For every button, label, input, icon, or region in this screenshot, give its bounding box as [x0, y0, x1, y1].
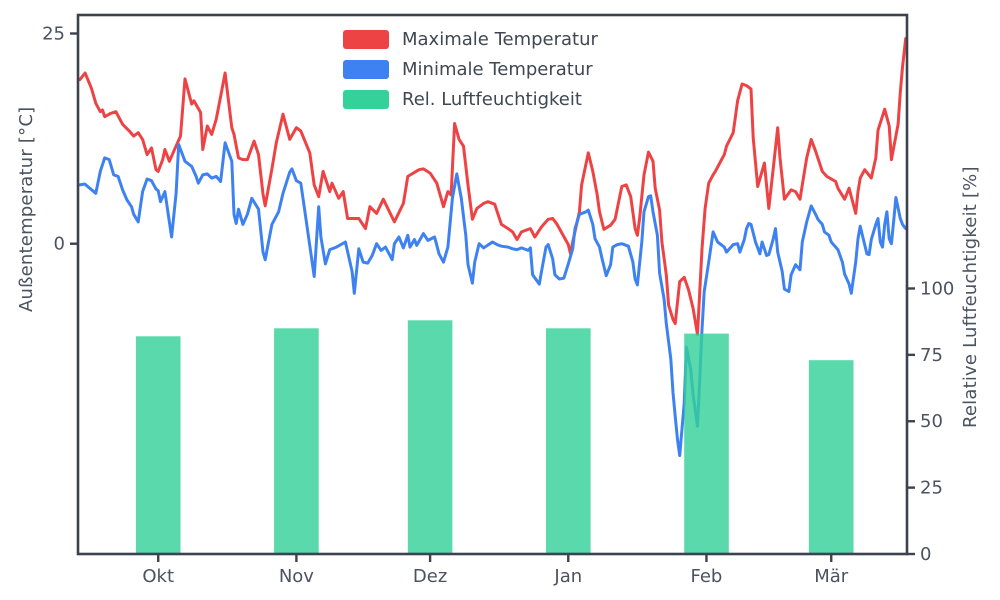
x-tick-label-Jan: Jan [553, 566, 582, 587]
min-temp-line [78, 141, 908, 458]
x-tick-label-Feb: Feb [690, 566, 722, 587]
y-right-tick-label-25: 25 [920, 478, 943, 499]
humidity-bars [135, 320, 854, 554]
x-tick-label-Nov: Nov [279, 566, 314, 587]
humidity-bar-Okt [135, 336, 181, 554]
humidity-bar-Nov [274, 328, 319, 554]
temperature-lines [78, 37, 908, 458]
plot-frame [76, 13, 909, 556]
x-tick-label-Mär: Mär [814, 566, 849, 587]
legend-item-max-temp: Maximale Temperatur [343, 30, 598, 49]
axis-ticks-and-labels: Okt Nov Dez Jan Feb Mär 25 0 100 75 50 25 0 [42, 23, 954, 587]
legend-item-min-temp: Minimale Temperatur [343, 60, 598, 79]
y-right-tick-label-75: 75 [920, 345, 943, 366]
y-right-tick-label-0: 0 [920, 544, 931, 565]
y-right-tick-label-100: 100 [920, 278, 954, 299]
legend-label-max-temp: Maximale Temperatur [402, 29, 598, 50]
x-tick-label-Okt: Okt [142, 566, 174, 587]
y-left-axis-label: Außentemperatur [°C] [16, 106, 37, 312]
humidity-bar-Feb [684, 333, 729, 554]
y-right-axis-label: Relative Luftfeuchtigkeit [%] [960, 166, 981, 428]
legend-label-humidity: Rel. Luftfeuchtigkeit [402, 89, 582, 110]
y-left-tick-label-25: 25 [42, 23, 65, 44]
legend-item-humidity: Rel. Luftfeuchtigkeit [343, 90, 598, 109]
humidity-swatch-icon [343, 90, 389, 109]
humidity-bar-Dez [407, 320, 453, 554]
min-temp-swatch-icon [343, 60, 389, 79]
y-left-tick-label-0: 0 [54, 234, 65, 255]
max-temp-swatch-icon [343, 30, 389, 49]
legend: Maximale Temperatur Minimale Temperatur … [343, 30, 598, 109]
y-right-tick-label-50: 50 [920, 411, 943, 432]
x-tick-label-Dez: Dez [413, 566, 447, 587]
legend-label-min-temp: Minimale Temperatur [402, 59, 593, 80]
humidity-bar-Mär [808, 360, 854, 554]
max-temp-line [78, 37, 908, 336]
humidity-bar-Jan [546, 328, 591, 554]
